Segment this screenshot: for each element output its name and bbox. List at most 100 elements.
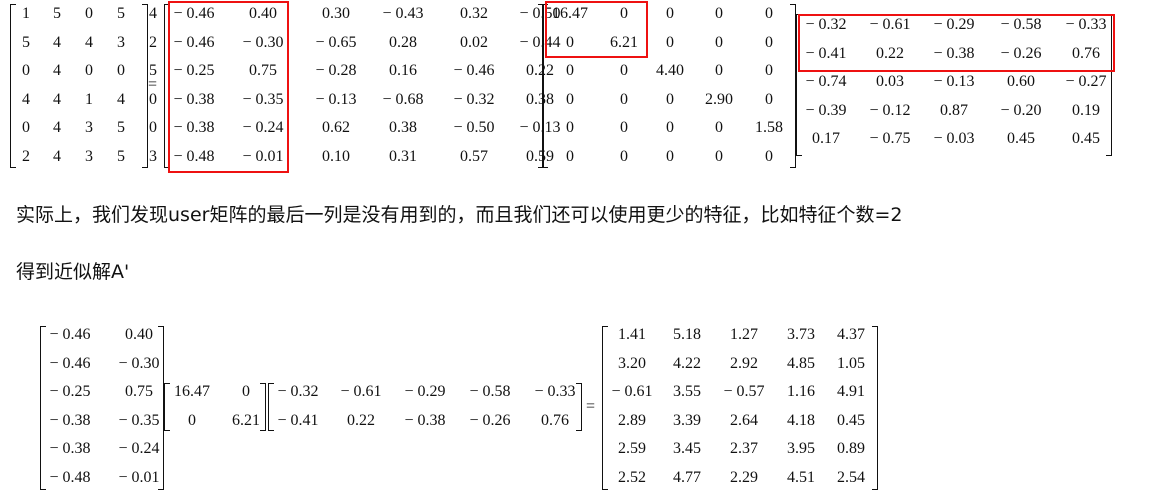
matrix-cell: − 0.41: [277, 412, 319, 429]
matrix-cell: − 0.28: [315, 62, 357, 79]
matrix-cell: − 0.58: [469, 383, 511, 400]
matrix-cell: 0: [22, 119, 30, 136]
matrix-cell: 0: [566, 119, 574, 136]
matrix-cell: 0: [620, 62, 628, 79]
matrix-cell: 0: [566, 62, 574, 79]
matrix-cell: 0: [715, 148, 723, 165]
matrix-cell: 1: [22, 5, 30, 22]
matrix-cell: − 0.13: [933, 73, 975, 90]
matrix-cell: − 0.20: [1000, 102, 1042, 119]
matrix-cell: 6.21: [610, 34, 638, 51]
matrix-cell: − 0.24: [242, 119, 284, 136]
matrix-cell: 0.75: [125, 383, 153, 400]
matrix-cell: 0.45: [837, 412, 865, 429]
matrix-cell: − 0.30: [242, 34, 284, 51]
matrix-cell: − 0.35: [242, 91, 284, 108]
matrix-cell: 0.45: [1072, 130, 1100, 147]
matrix-cell: 5: [117, 148, 125, 165]
matrix-cell: 1: [85, 91, 93, 108]
matrix-cell: 4.77: [673, 469, 701, 486]
matrix-cell: 0: [566, 91, 574, 108]
matrix-cell: 3.39: [673, 412, 701, 429]
matrix-vt-truncated: − 0.32 − 0.61 − 0.29 − 0.58 − 0.33 − 0.41 0.22…: [268, 383, 582, 431]
matrix-cell: 0.76: [541, 412, 569, 429]
matrix-cell: 0.76: [1072, 45, 1100, 62]
matrix-cell: 0: [188, 412, 196, 429]
matrix-cell: 0.57: [460, 148, 488, 165]
matrix-cell: 0.03: [876, 73, 904, 90]
matrix-cell: 4.22: [673, 355, 701, 372]
matrix-cell: 0.02: [460, 34, 488, 51]
matrix-cell: 0.38: [389, 119, 417, 136]
matrix-cell: 4: [53, 148, 61, 165]
matrix-cell: 0: [566, 34, 574, 51]
matrix-cell: 0: [620, 5, 628, 22]
matrix-cell: 0: [765, 62, 773, 79]
matrix-cell: − 0.32: [453, 91, 495, 108]
matrix-cell: 0: [715, 119, 723, 136]
matrix-cell: − 0.38: [404, 412, 446, 429]
matrix-cell: 2.52: [618, 469, 646, 486]
matrix-cell: 3.20: [618, 355, 646, 372]
matrix-cell: 3: [85, 148, 93, 165]
matrix-cell: − 0.46: [49, 326, 91, 343]
matrix-cell: 2.54: [837, 469, 865, 486]
matrix-cell: − 0.33: [1065, 16, 1107, 33]
matrix-cell: − 0.38: [173, 91, 215, 108]
matrix-cell: − 0.68: [382, 91, 424, 108]
matrix-cell: − 0.13: [519, 119, 561, 136]
matrix-a: 1 5 0 5 4 5 4 4 3 2 0 4 0 0 5 4 4 1 4 0 0 4 3 5 0 2 4 3 5 3: [10, 4, 157, 168]
matrix-cell: − 0.12: [869, 102, 911, 119]
matrix-cell: − 0.32: [277, 383, 319, 400]
matrix-cell: 0: [620, 119, 628, 136]
matrix-cell: − 0.38: [173, 119, 215, 136]
matrix-cell: − 0.01: [118, 469, 160, 486]
matrix-cell: − 0.48: [49, 469, 91, 486]
matrix-cell: 0: [666, 34, 674, 51]
matrix-cell: − 0.29: [933, 16, 975, 33]
matrix-cell: 16.47: [174, 383, 210, 400]
matrix-cell: 4: [149, 5, 157, 22]
matrix-cell: 5: [117, 5, 125, 22]
matrix-cell: 2.89: [618, 412, 646, 429]
matrix-cell: 0: [666, 91, 674, 108]
matrix-cell: 0: [117, 62, 125, 79]
matrix-cell: − 0.39: [805, 102, 847, 119]
matrix-cell: 0: [566, 148, 574, 165]
equals-sign-top: =: [148, 76, 158, 93]
matrix-cell: 1.41: [618, 326, 646, 343]
highlight-sigma-top-left-block: [545, 1, 648, 58]
matrix-cell: 0: [666, 5, 674, 22]
matrix-cell: − 0.46: [173, 34, 215, 51]
matrix-cell: − 0.24: [118, 440, 160, 457]
matrix-cell: 4: [85, 34, 93, 51]
matrix-cell: 5: [22, 34, 30, 51]
matrix-cell: 4.37: [837, 326, 865, 343]
matrix-cell: − 0.29: [404, 383, 446, 400]
matrix-cell: 0: [765, 34, 773, 51]
matrix-cell: 5: [53, 5, 61, 22]
matrix-cell: 0: [149, 119, 157, 136]
matrix-cell: 0: [149, 91, 157, 108]
matrix-cell: − 0.48: [173, 148, 215, 165]
matrix-cell: 3.45: [673, 440, 701, 457]
matrix-a-prime: 1.41 5.18 1.27 3.73 4.37 3.20 4.22 2.92 4.85 1.05…: [602, 326, 878, 490]
matrix-cell: 0.30: [322, 5, 350, 22]
matrix-cell: 2.64: [730, 412, 758, 429]
matrix-cell: 0.40: [125, 326, 153, 343]
matrix-cell: − 0.46: [173, 5, 215, 22]
matrix-cell: 1.05: [837, 355, 865, 372]
matrix-cell: − 0.38: [49, 440, 91, 457]
matrix-cell: 5.18: [673, 326, 701, 343]
matrix-cell: 0.22: [526, 62, 554, 79]
matrix-cell: 3: [117, 34, 125, 51]
matrix-cell: 0: [620, 91, 628, 108]
explanation-text-line1: 实际上，我们发现user矩阵的最后一列是没有用到的，而且我们还可以使用更少的特征…: [16, 204, 903, 226]
matrix-cell: − 0.61: [869, 16, 911, 33]
matrix-cell: 0.31: [389, 148, 417, 165]
matrix-cell: 0.32: [460, 5, 488, 22]
matrix-cell: − 0.13: [315, 91, 357, 108]
matrix-cell: 2.37: [730, 440, 758, 457]
matrix-u: − 0.46 0.40 0.30 − 0.43 0.32 − 0.50 − 0.46 − 0.…: [164, 4, 561, 168]
matrix-cell: − 0.57: [723, 383, 765, 400]
